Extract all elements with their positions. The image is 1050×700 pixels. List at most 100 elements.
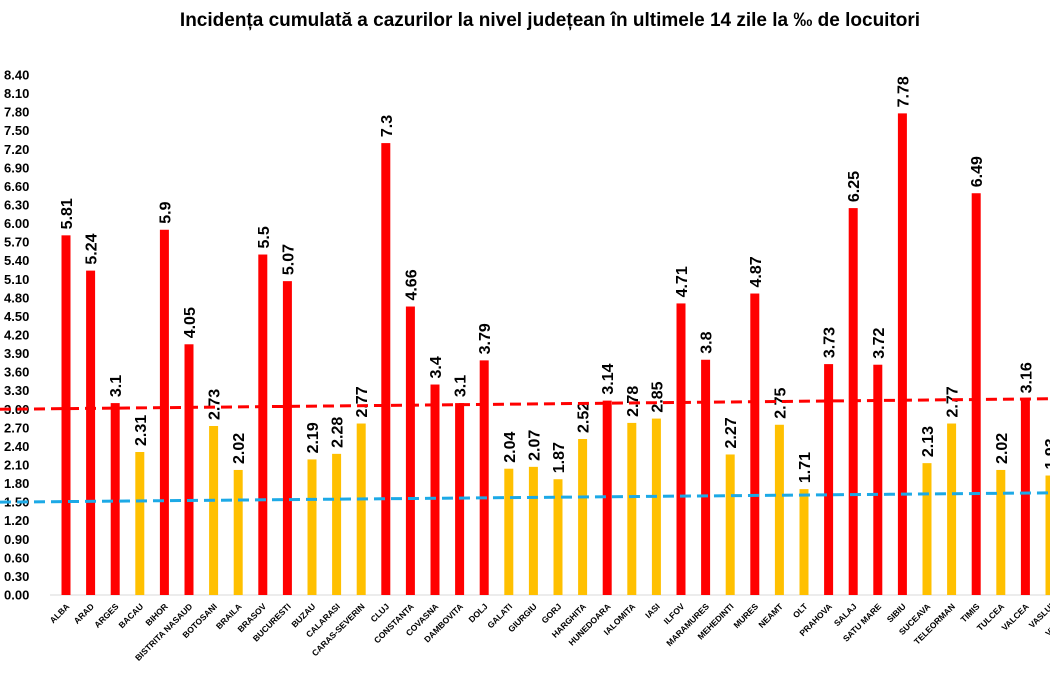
bar (1045, 475, 1050, 595)
y-tick-label: 5.40 (4, 253, 29, 268)
bar (578, 439, 588, 595)
y-tick-label: 6.00 (4, 216, 29, 231)
x-tick-label: MURES (731, 601, 760, 630)
bar (258, 254, 268, 595)
x-tick-label: ALBA (48, 601, 72, 625)
bar (282, 281, 292, 595)
y-tick-label: 6.60 (4, 179, 29, 194)
bar (405, 306, 415, 595)
bar (651, 418, 661, 595)
bar (381, 143, 391, 595)
y-tick-label: 3.60 (4, 365, 29, 380)
y-tick-label: 0.90 (4, 532, 29, 547)
bar (233, 469, 243, 595)
data-label: 1.87 (551, 442, 568, 473)
bar (750, 293, 760, 595)
bar (799, 489, 809, 595)
blue-reference-line (0, 491, 1050, 504)
bar (553, 479, 563, 595)
data-label: 2.28 (330, 417, 347, 448)
data-label: 5.5 (256, 226, 273, 248)
bar (922, 463, 932, 595)
y-tick-label: 6.90 (4, 160, 29, 175)
bar (824, 364, 834, 595)
bar (701, 359, 711, 595)
bar (504, 468, 514, 595)
data-label: 7.78 (895, 76, 912, 107)
bar (627, 422, 637, 595)
data-label: 7.3 (379, 115, 396, 137)
data-label: 5.81 (59, 198, 76, 229)
data-label: 4.87 (748, 256, 765, 287)
bar (356, 423, 366, 595)
data-label: 3.1 (108, 375, 125, 397)
y-tick-label: 4.20 (4, 328, 29, 343)
bar (430, 384, 440, 595)
data-label: 3.73 (822, 327, 839, 358)
data-label: 6.25 (846, 171, 863, 202)
x-tick-label: IASI (643, 601, 662, 620)
data-label: 2.31 (133, 415, 150, 446)
data-label: 2.85 (649, 381, 666, 412)
bar (135, 452, 145, 595)
x-tick-label: ARGES (92, 601, 121, 630)
bar (61, 235, 71, 596)
y-tick-label: 2.10 (4, 458, 29, 473)
y-tick-label: 7.20 (4, 142, 29, 157)
data-label: 5.9 (157, 201, 174, 223)
data-label: 1.93 (1043, 438, 1050, 469)
bar (971, 193, 981, 595)
x-tick-label: CLUJ (368, 601, 391, 624)
y-tick-label: 0.00 (4, 588, 29, 603)
data-label: 4.05 (182, 307, 199, 338)
data-label: 3.8 (699, 331, 716, 353)
y-tick-label: 4.80 (4, 290, 29, 305)
data-label: 5.24 (84, 233, 101, 264)
data-label: 2.52 (576, 402, 593, 433)
data-label: 2.02 (231, 433, 248, 464)
bar (528, 466, 538, 595)
x-tick-label: NEAMT (756, 601, 785, 630)
y-tick-label: 3.00 (4, 402, 29, 417)
bar (332, 453, 342, 595)
bar (184, 344, 194, 595)
bar (479, 360, 489, 595)
y-tick-label: 6.30 (4, 198, 29, 213)
y-tick-label: 8.10 (4, 86, 29, 101)
data-label: 2.78 (625, 386, 642, 417)
x-tick-label: OLT (791, 601, 810, 620)
bar (602, 400, 612, 595)
data-label: 2.73 (207, 389, 224, 420)
data-label: 3.1 (453, 375, 470, 397)
data-label: 2.75 (772, 388, 789, 419)
bar (1020, 399, 1030, 595)
data-label: 5.07 (280, 244, 297, 275)
x-tick-label: BACAU (116, 601, 145, 630)
bar (110, 403, 120, 595)
data-label: 3.16 (1018, 362, 1035, 393)
data-label: 3.79 (477, 323, 494, 354)
bar (676, 303, 686, 595)
y-tick-label: 0.30 (4, 569, 29, 584)
bar (159, 229, 169, 595)
data-label: 2.02 (994, 433, 1011, 464)
bar (725, 454, 735, 595)
x-tick-label: VALCEA (999, 601, 1030, 632)
data-label: 4.66 (403, 269, 420, 300)
y-tick-label: 0.60 (4, 550, 29, 565)
data-label: 6.49 (969, 156, 986, 187)
data-label: 3.4 (428, 356, 445, 378)
data-label: 2.07 (526, 430, 543, 461)
bar (996, 469, 1006, 595)
data-label: 2.27 (723, 417, 740, 448)
data-label: 3.72 (871, 327, 888, 358)
bar (873, 364, 883, 595)
bar (209, 426, 219, 595)
red-reference-line (0, 397, 1050, 411)
y-tick-label: 3.90 (4, 346, 29, 361)
data-label: 2.04 (502, 431, 519, 462)
data-label: 2.13 (920, 426, 937, 457)
y-tick-label: 5.10 (4, 272, 29, 287)
y-tick-label: 7.80 (4, 105, 29, 120)
